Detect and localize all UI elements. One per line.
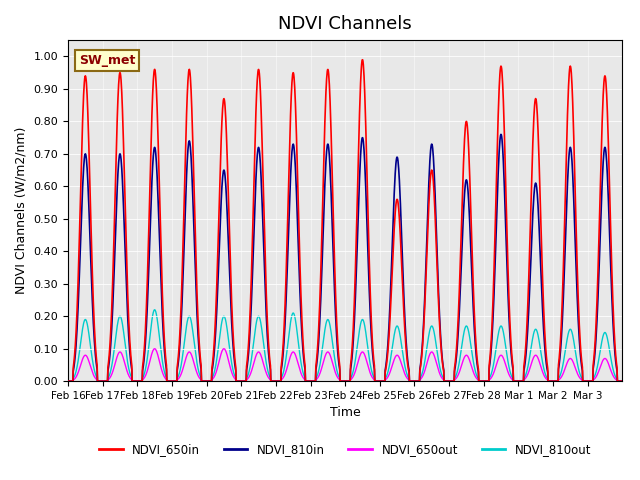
NDVI_810in — [446, 378, 454, 384]
NDVI_810in — [618, 378, 626, 384]
NDVI_650out — [348, 376, 356, 382]
NDVI_650out — [447, 378, 454, 384]
NDVI_650in — [447, 378, 454, 384]
NDVI_650in — [75, 268, 83, 274]
NDVI_810out — [447, 378, 454, 384]
NDVI_650out — [75, 369, 83, 375]
NDVI_810in — [163, 378, 171, 384]
Legend: NDVI_650in, NDVI_810in, NDVI_650out, NDVI_810out: NDVI_650in, NDVI_810in, NDVI_650out, NDV… — [94, 438, 596, 461]
NDVI_810out — [164, 378, 172, 384]
Line: NDVI_650out: NDVI_650out — [68, 349, 622, 381]
NDVI_810out — [75, 356, 83, 362]
NDVI_650out — [64, 378, 72, 384]
NDVI_650out — [164, 378, 172, 384]
Line: NDVI_810in: NDVI_810in — [68, 134, 622, 381]
NDVI_810in — [315, 339, 323, 345]
Text: SW_met: SW_met — [79, 54, 136, 67]
X-axis label: Time: Time — [330, 407, 360, 420]
NDVI_810out — [583, 378, 591, 384]
NDVI_810out — [315, 367, 323, 372]
NDVI_810out — [618, 378, 626, 384]
NDVI_810in — [497, 132, 505, 137]
Title: NDVI Channels: NDVI Channels — [278, 15, 412, 33]
NDVI_650out — [583, 378, 591, 384]
NDVI_650in — [583, 378, 591, 384]
NDVI_650in — [163, 378, 171, 384]
Line: NDVI_810out: NDVI_810out — [68, 310, 622, 381]
NDVI_650out — [151, 346, 159, 352]
NDVI_810in — [75, 296, 83, 302]
NDVI_650out — [618, 378, 626, 384]
NDVI_810in — [583, 378, 591, 384]
NDVI_810out — [64, 378, 72, 384]
NDVI_810out — [151, 307, 159, 312]
Y-axis label: NDVI Channels (W/m2/nm): NDVI Channels (W/m2/nm) — [15, 127, 28, 294]
NDVI_810in — [64, 378, 72, 384]
NDVI_650in — [348, 353, 355, 359]
NDVI_650in — [358, 57, 366, 63]
NDVI_650in — [315, 327, 323, 333]
NDVI_650in — [618, 378, 626, 384]
NDVI_810out — [348, 372, 356, 378]
NDVI_810in — [348, 359, 355, 365]
Line: NDVI_650in: NDVI_650in — [68, 60, 622, 381]
NDVI_650in — [64, 378, 72, 384]
NDVI_650out — [315, 373, 323, 379]
